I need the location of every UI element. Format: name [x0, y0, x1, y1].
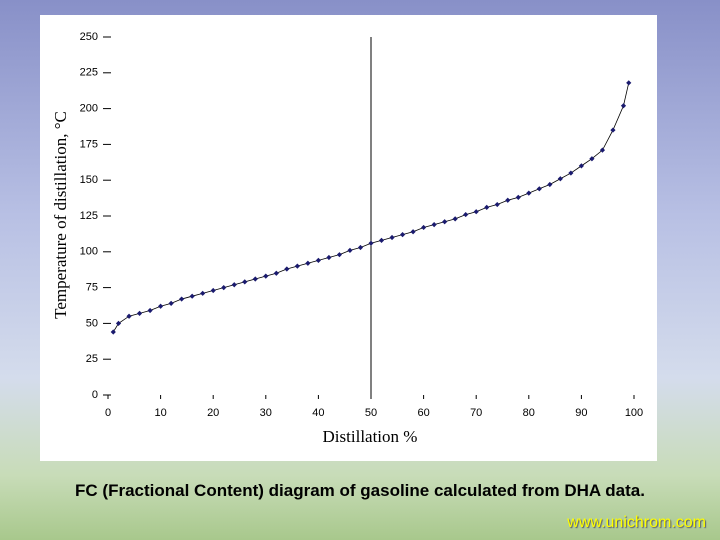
data-point — [626, 80, 632, 86]
data-point — [336, 252, 343, 258]
data-point — [442, 219, 448, 225]
data-point — [431, 221, 437, 228]
data-point — [273, 270, 279, 276]
x-tick-label: 100 — [625, 407, 643, 419]
data-point — [473, 209, 479, 215]
x-axis-label: Distillation % — [323, 427, 418, 446]
y-tick-label: 200 — [80, 103, 98, 115]
data-point — [547, 181, 553, 188]
y-tick-label: 250 — [80, 31, 98, 43]
data-point — [599, 147, 606, 153]
data-point — [463, 211, 469, 218]
data-point — [179, 296, 185, 302]
y-tick-label: 225 — [80, 67, 98, 79]
data-point — [189, 293, 195, 299]
x-tick-label: 10 — [154, 407, 166, 419]
data-point — [357, 244, 364, 251]
data-point — [294, 263, 300, 269]
x-tick-label: 50 — [365, 407, 377, 419]
data-point — [568, 170, 574, 176]
data-point — [263, 273, 269, 279]
data-point — [221, 285, 227, 291]
x-tick-label: 30 — [260, 407, 272, 419]
data-point — [620, 103, 627, 109]
data-point — [126, 313, 132, 319]
x-tick-label: 70 — [470, 407, 482, 419]
data-point — [347, 247, 353, 253]
x-tick-label: 40 — [312, 407, 324, 419]
data-point — [284, 266, 290, 272]
data-point — [378, 237, 385, 243]
data-point — [200, 290, 206, 296]
data-point — [389, 234, 395, 241]
data-point — [421, 224, 427, 231]
data-point — [484, 204, 490, 211]
y-tick-label: 0 — [92, 389, 98, 401]
data-point — [252, 276, 258, 282]
data-point — [110, 329, 116, 335]
data-point — [147, 307, 153, 314]
data-point — [536, 186, 542, 192]
chart-panel — [40, 15, 657, 461]
data-point — [410, 229, 416, 235]
data-point — [494, 201, 500, 208]
y-tick-label: 150 — [80, 174, 98, 186]
data-point — [210, 287, 216, 294]
data-point — [515, 194, 521, 200]
y-tick-label: 175 — [80, 138, 98, 150]
data-point — [231, 282, 237, 288]
data-point — [315, 257, 321, 263]
y-tick-label: 125 — [80, 210, 98, 222]
footer-url: www.unichrom.com — [567, 514, 706, 531]
y-tick-label: 50 — [86, 317, 98, 329]
y-axis-label: Temperature of distillation, °C — [51, 111, 70, 319]
data-point — [368, 240, 374, 246]
x-tick-label: 0 — [105, 407, 111, 419]
data-point — [578, 163, 584, 169]
data-point — [168, 300, 174, 306]
x-tick-label: 90 — [575, 407, 587, 419]
y-tick-label: 25 — [86, 353, 98, 365]
y-tick-label: 100 — [80, 246, 98, 258]
data-point — [452, 216, 458, 222]
x-tick-label: 80 — [523, 407, 535, 419]
y-tick-label: 75 — [86, 282, 98, 294]
caption: FC (Fractional Content) diagram of gasol… — [75, 481, 645, 500]
data-point — [505, 197, 511, 203]
data-point — [589, 156, 595, 162]
data-point — [399, 232, 406, 238]
data-point — [610, 127, 616, 133]
x-tick-label: 60 — [417, 407, 429, 419]
x-tick-label: 20 — [207, 407, 219, 419]
data-point — [158, 303, 164, 309]
data-point — [115, 320, 122, 326]
data-point — [305, 260, 311, 266]
data-point — [557, 176, 563, 182]
data-point — [326, 254, 332, 261]
data-point — [136, 310, 143, 316]
data-point — [526, 190, 532, 196]
data-point — [242, 279, 248, 285]
